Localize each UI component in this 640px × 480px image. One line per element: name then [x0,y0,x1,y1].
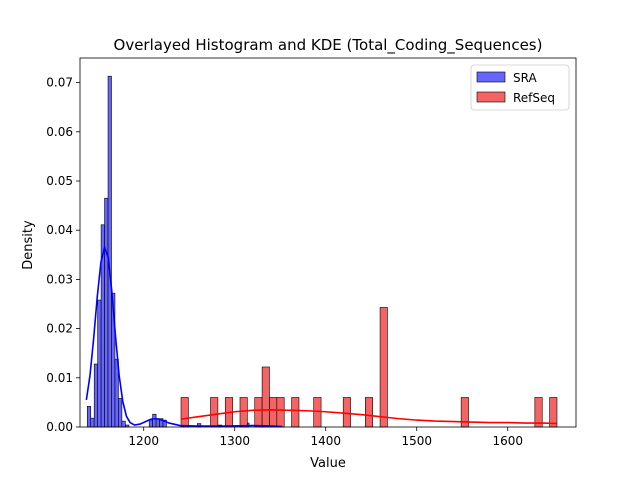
y-axis: 0.00 0.01 0.02 0.03 0.04 0.05 0.06 0.07 [46,76,80,434]
histogram-bar [261,366,270,428]
legend-label-refseq: RefSeq [513,91,555,105]
histogram-bar [104,197,109,428]
y-tick-label: 0.07 [46,76,73,90]
histogram-bar [291,397,300,428]
legend-swatch-refseq [476,91,506,103]
legend: SRA RefSeq [470,64,570,111]
x-axis-label: Value [310,456,346,471]
histogram-bar [276,397,285,428]
axes-frame [79,57,577,428]
histogram-bar [121,420,126,428]
x-tick-label: 1400 [310,434,341,448]
histogram-bar [365,397,373,428]
histogram-bar [313,397,322,428]
y-tick-label: 0.01 [46,371,73,385]
histogram-bar [107,75,112,428]
histogram-bar [379,307,388,428]
y-tick-label: 0.06 [46,125,73,139]
y-tick-label: 0.05 [46,174,73,188]
histogram-bar [90,417,95,428]
histogram-bar [86,406,92,428]
histogram-bar [152,413,157,428]
histogram-bar [239,397,248,428]
histogram-bar [342,397,351,428]
x-tick-label: 1300 [219,434,250,448]
legend-label-sra: SRA [513,71,537,85]
plot-area [79,57,577,428]
x-tick-label: 1600 [492,434,523,448]
y-tick-label: 0.02 [46,322,73,336]
histogram-bar [148,419,153,428]
x-tick-label: 1200 [128,434,159,448]
y-tick-label: 0.03 [46,272,73,286]
histogram-bar [97,299,102,428]
x-axis: 1200 1300 1400 1500 1600 [128,427,523,448]
histogram-bar [118,398,123,428]
x-tick-label: 1500 [401,434,432,448]
chart-title: Overlayed Histogram and KDE (Total_Codin… [114,36,543,55]
legend-swatch-sra [476,71,506,83]
histogram-bar [254,397,263,428]
histogram-bar [93,363,98,428]
y-tick-label: 0.00 [46,420,73,434]
y-tick-label: 0.04 [46,223,73,237]
y-axis-label: Density [21,220,36,270]
histogram-bar [180,397,189,428]
histogram-bar [269,397,278,428]
kde-line-refseq [180,408,557,425]
histogram-bar [210,397,219,428]
kde-line-sra [85,244,283,428]
